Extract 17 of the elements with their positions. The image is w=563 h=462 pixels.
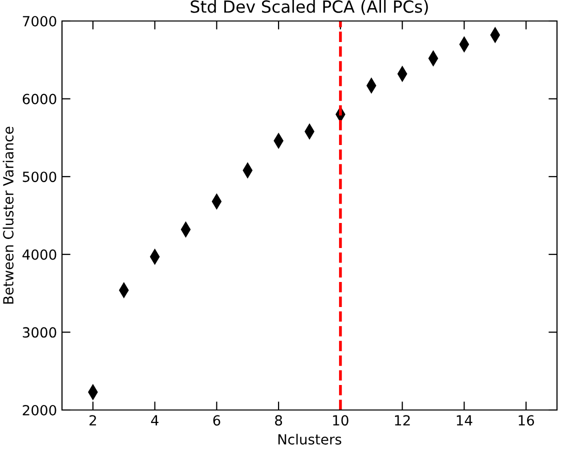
y-tick-label: 4000: [22, 249, 56, 260]
x-tick-label: 12: [395, 415, 410, 426]
y-tick-label: 2000: [22, 404, 56, 416]
x-tick-label: 6: [213, 415, 220, 426]
x-tick-label: 4: [151, 415, 158, 426]
x-axis-title: Nclusters: [278, 434, 342, 445]
y-tick-label: 6000: [22, 94, 56, 104]
x-tick-label: 10: [333, 415, 348, 426]
x-tick-label: 14: [456, 415, 472, 426]
y-tick-label: 3000: [22, 327, 56, 338]
x-tick-label: 2: [90, 415, 96, 426]
chart-title: Std Dev Scaled PCA (All PCs): [190, 0, 428, 15]
y-tick-label: 7000: [22, 16, 56, 26]
y-tick-label: 5000: [22, 172, 56, 182]
x-tick-label: 8: [275, 415, 282, 426]
x-tick-label: 16: [518, 415, 534, 426]
y-axis-title: Between Cluster Variance: [2, 126, 14, 304]
